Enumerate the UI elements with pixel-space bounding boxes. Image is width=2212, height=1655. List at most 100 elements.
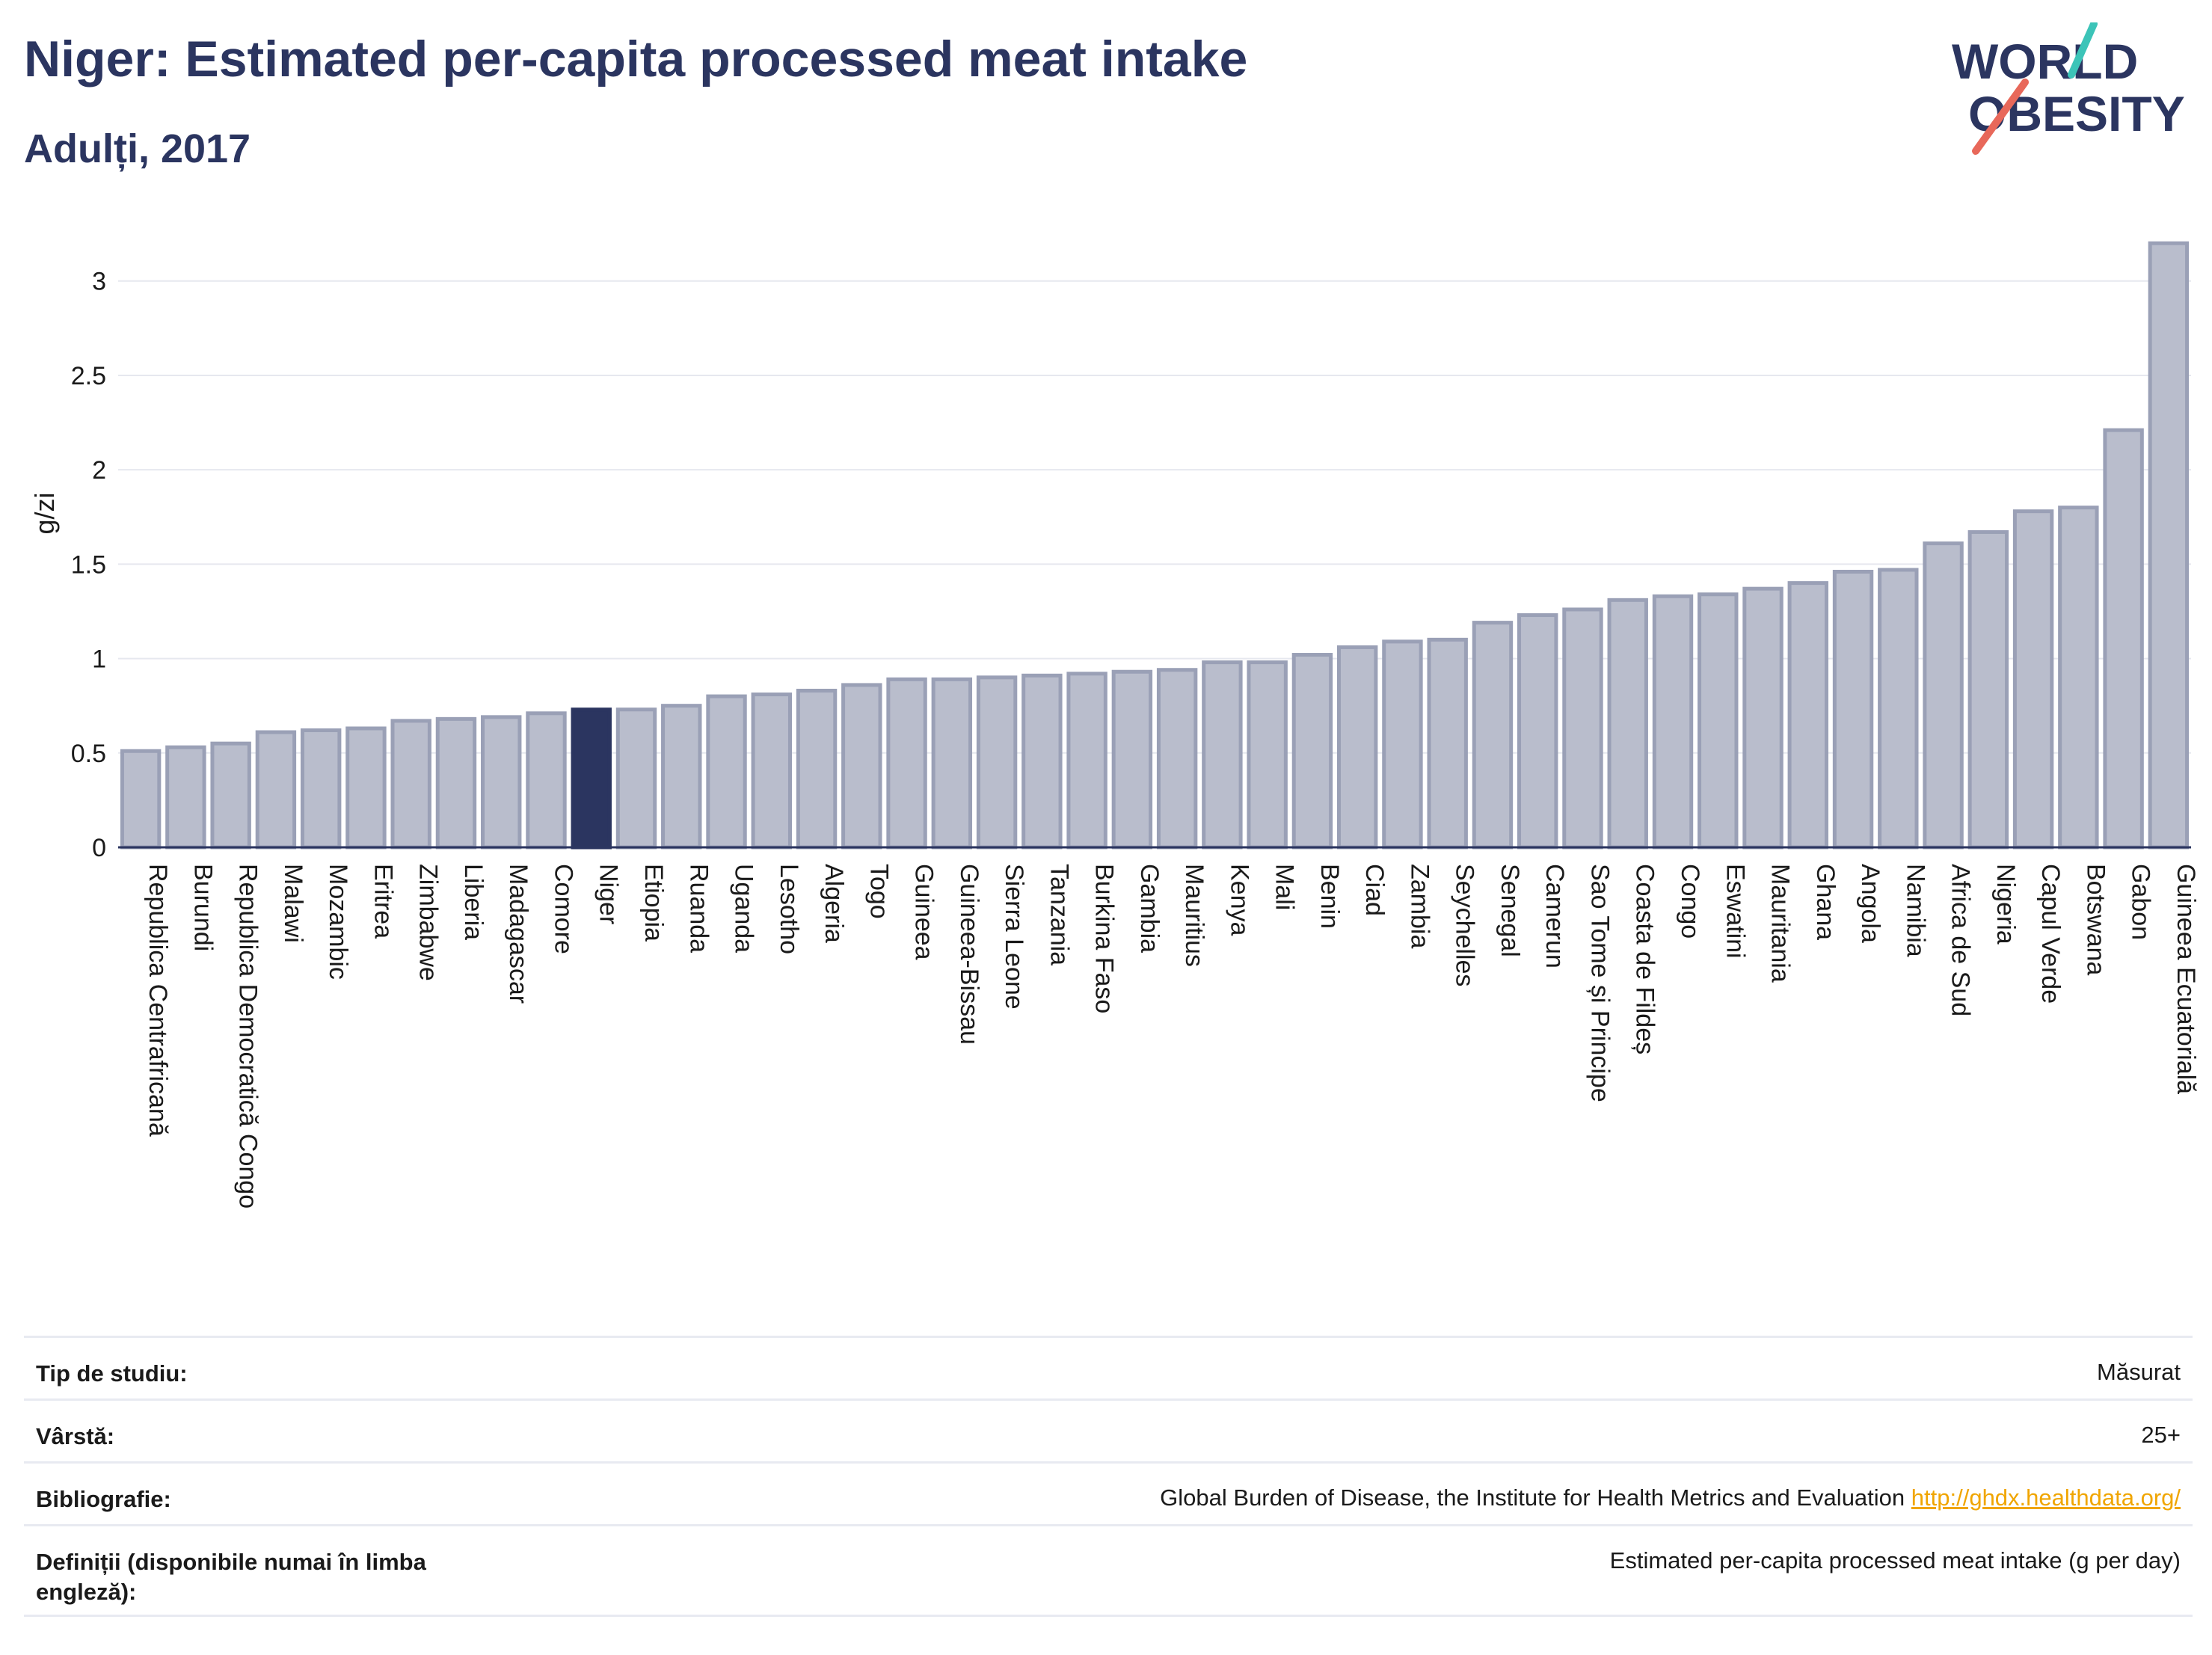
x-tick-label: Uganda [730,864,758,953]
x-tick-label: Burundi [188,864,217,951]
bar-namibia[interactable] [1878,568,1919,850]
x-tick-label: Madagascar [504,864,532,1004]
bar-gambia[interactable] [1111,669,1153,850]
x-tick-label: Mauritania [1766,864,1795,983]
x-tick-label: Ghana [1811,864,1840,940]
bar-coasta-de-fildeș[interactable] [1607,598,1648,850]
info-row-study-type: Tip de studiu: Măsurat [24,1336,2193,1398]
y-axis-label: g/zi [29,492,60,534]
bar-senegal[interactable] [1472,621,1514,850]
x-tick-label: Tanzania [1045,864,1073,965]
x-tick-label: Kenya [1225,864,1253,936]
bar-burkina-faso[interactable] [1066,672,1107,850]
bar-africa-de-sud[interactable] [1923,541,1964,850]
x-tick-label: Comore [549,864,577,954]
bar-lesotho[interactable] [751,693,792,850]
x-tick-label: Namibia [1901,864,1929,957]
y-tick-label: 1 [92,645,106,674]
x-tick-label: Republica Democratică Congo [234,864,262,1209]
logo-line1: WORLD [1952,34,2138,89]
info-value: Global Burden of Disease, the Institute … [1160,1484,2181,1511]
bar-capul-verde[interactable] [2012,509,2054,850]
x-tick-label: Sierra Leone [1000,864,1028,1010]
info-label: Tip de studiu: [36,1360,188,1387]
x-tick-label: Gabon [2127,864,2155,940]
bar-ruanda[interactable] [661,704,702,850]
bar-mauritania[interactable] [1742,586,1784,850]
bar-kenya[interactable] [1202,660,1243,850]
x-tick-label: Guineea-Bissau [955,864,983,1045]
bar-comore[interactable] [526,711,567,850]
x-tick-label: Lesotho [775,864,803,954]
bar-sierra-leone[interactable] [976,675,1018,850]
info-label: Definiții (disponibile numai în limba en… [36,1549,426,1606]
bar-togo[interactable] [841,683,882,850]
info-value: Estimated per-capita processed meat inta… [1609,1547,2181,1573]
bar-malawi[interactable] [255,730,297,850]
bar-seychelles[interactable] [1427,637,1468,850]
bar-mozambic[interactable] [300,728,342,850]
logo-red-stroke [1972,79,2029,155]
x-tick-label: Angola [1856,864,1884,943]
x-tick-label: Congo [1676,864,1704,939]
x-tick-label: Republica Centrafricană [144,864,172,1137]
bar-eswatini[interactable] [1698,592,1739,850]
x-tick-label: Mali [1271,864,1299,910]
bar-zimbabwe[interactable] [390,719,431,850]
bar-burundi[interactable] [165,745,206,850]
bar-mali[interactable] [1247,660,1288,850]
bar-botswana[interactable] [2058,506,2099,850]
x-tick-label: Etiopia [639,864,668,942]
x-tick-label: Eritrea [369,864,397,939]
bar-etiopia[interactable] [615,707,657,850]
bar-guineea-ecuatorială[interactable] [2148,241,2190,850]
info-row-bibliography: Bibliografie: Global Burden of Disease, … [24,1461,2193,1524]
bar-tanzania[interactable] [1021,673,1063,850]
logo-teal-stroke [2068,22,2098,79]
bibliography-text: Global Burden of Disease, the Institute … [1160,1484,1905,1511]
y-tick-label: 1.5 [71,550,106,579]
y-axis-ticks: 0 0.5 1 1.5 2 2.5 3 [71,268,106,862]
world-obesity-logo: WORLD OBESITY [1952,22,2185,155]
x-tick-label: Camerun [1540,864,1569,968]
bar-algeria[interactable] [796,688,838,850]
bar-guineea[interactable] [886,677,927,850]
bar-madagascar[interactable] [481,715,522,850]
x-tick-label: Mozambic [324,864,352,980]
bar-chart: 0 0.5 1 1.5 2 2.5 3 Republica Centrafricană Bur… [29,241,2200,1209]
bar-camerun[interactable] [1517,613,1558,850]
bar-republica-democratică-congo[interactable] [210,741,251,850]
bibliography-link[interactable]: http://ghdx.healthdata.org/ [1911,1484,2181,1511]
bar-eritrea[interactable] [345,726,387,850]
chart-title: Niger: Estimated per-capita processed me… [24,31,1248,87]
y-tick-label: 2.5 [71,362,106,390]
bar-mauritius[interactable] [1156,668,1198,850]
info-label: Vârstă: [36,1423,115,1449]
x-tick-label: Eswatini [1721,864,1749,959]
bar-angola[interactable] [1832,569,1874,850]
bar-zambia[interactable] [1382,639,1423,850]
x-tick-label: Capul Verde [2036,864,2065,1004]
x-axis-labels: Republica Centrafricană Burundi Republica … [144,864,2200,1209]
x-tick-label: Burkina Faso [1090,864,1119,1013]
bar-sao-tome-și-principe[interactable] [1562,607,1603,850]
info-value: 25+ [2141,1422,2181,1448]
bar-liberia[interactable] [435,716,477,850]
bar-gabon[interactable] [2103,428,2144,850]
bar-ciad[interactable] [1336,645,1378,850]
y-tick-label: 0.5 [71,740,106,768]
info-value: Măsurat [2097,1359,2181,1385]
x-tick-label: Ciad [1360,864,1389,916]
bar-republica-centrafricană[interactable] [120,749,162,850]
info-row-definitions: Definiții (disponibile numai în limba en… [24,1524,2193,1617]
x-tick-label: Togo [864,864,893,919]
x-tick-label: Seychelles [1451,864,1479,986]
bar-uganda[interactable] [706,694,747,850]
bar-nigeria[interactable] [1967,529,2009,850]
bar-niger[interactable] [571,707,612,850]
bar-benin[interactable] [1291,653,1333,850]
bar-congo[interactable] [1652,594,1694,850]
bar-ghana[interactable] [1787,581,1828,850]
bar-guineea-bissau[interactable] [931,677,973,850]
x-tick-label: Niger [595,864,623,924]
